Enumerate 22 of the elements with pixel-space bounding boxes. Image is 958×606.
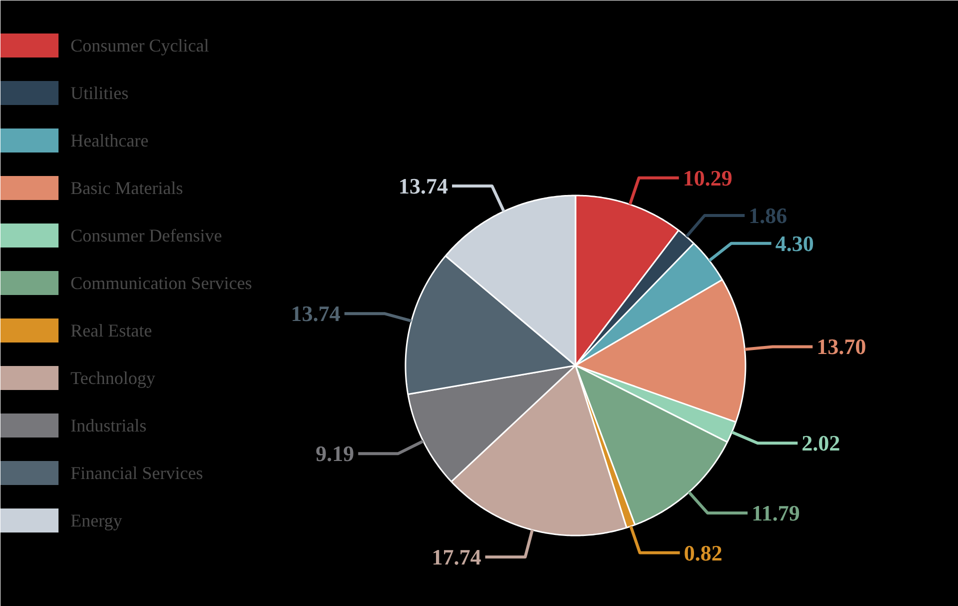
data-label: 4.30 [775,230,814,256]
legend-label: Energy [70,510,122,530]
legend-label: Financial Services [70,463,203,483]
data-label: 1.86 [748,202,788,228]
legend-label: Industrials [70,416,146,436]
data-label: 2.02 [802,430,840,456]
data-label: 13.70 [816,334,866,360]
legend-label: Healthcare [70,130,148,150]
data-label: 13.74 [398,173,448,198]
data-label: 17.74 [432,544,482,570]
legend-label: Communication Services [70,273,252,293]
legend-label: Basic Materials [70,178,183,198]
legend-label: Consumer Defensive [70,226,222,246]
data-label: 10.29 [682,165,732,190]
legend-label: Utilities [70,83,128,103]
data-label: 0.82 [684,540,722,566]
legend-label: Technology [70,368,156,388]
legend-label: Real Estate [70,320,152,340]
data-label: 9.19 [316,441,354,466]
legend-label: Consumer Cyclical [70,36,209,56]
data-label: 13.74 [290,301,340,326]
data-label: 11.79 [752,500,800,526]
